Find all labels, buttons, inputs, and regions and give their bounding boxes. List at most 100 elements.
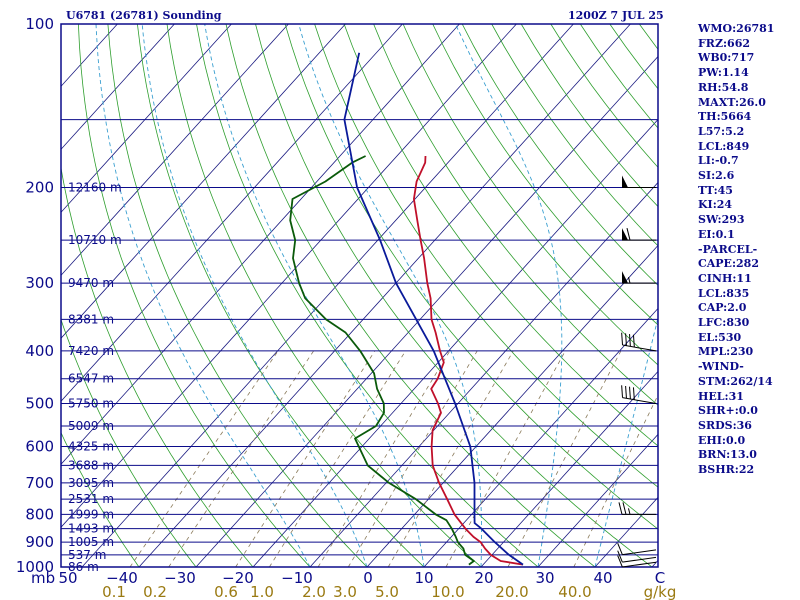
index-item: LI:-0.7 [698, 154, 739, 168]
pressure-unit-label: mb [31, 569, 55, 587]
mixing-ratio-line [235, 350, 376, 567]
index-item: SW:293 [698, 213, 745, 227]
mixing-ratio-line [168, 350, 314, 567]
isotherm-line [537, 433, 658, 567]
height-label: 86 m [68, 560, 99, 574]
height-label: 3688 m [68, 458, 114, 472]
isotherm-line [61, 24, 175, 150]
mixing-ratio-line [129, 350, 279, 567]
temperature-profile-line [412, 155, 524, 566]
pressure-tick-label: 100 [25, 15, 54, 33]
index-item: BSHR:22 [698, 463, 755, 477]
index-item: STM:262/14 [698, 374, 773, 388]
temperature-tick-label: 40 [593, 569, 612, 587]
background-grid [61, 24, 658, 567]
temperature-tick-label: 20 [474, 569, 493, 587]
temperature-tick-label: C [655, 569, 665, 587]
mixing-ratio-tick-label: 0.6 [214, 583, 238, 600]
index-item: SRDS:36 [698, 418, 752, 432]
pressure-tick-label: 800 [25, 505, 54, 523]
index-item: WMO:26781 [698, 22, 775, 35]
mixing-ratio-line [347, 350, 478, 567]
height-label: 6547 m [68, 372, 114, 386]
wind-barb [621, 332, 657, 352]
pressure-tick-label: 400 [25, 342, 54, 360]
index-item: PW:1.14 [698, 66, 749, 80]
wind-barb [622, 175, 656, 188]
pressure-tick-label: 500 [25, 395, 54, 413]
index-item: -PARCEL- [698, 242, 758, 256]
pressure-tick-label: 300 [25, 274, 54, 292]
temperature-tick-label: −20 [222, 569, 254, 587]
mixing-ratio-line [445, 350, 566, 567]
mixing-ratio-tick-label: 5.0 [375, 583, 399, 600]
height-label: 537 m [68, 548, 106, 562]
isotherm-line [61, 24, 232, 213]
height-label: 7420 m [68, 344, 114, 358]
stability-index-panel: WMO:26781 FRZ:662 WB0:717 PW:1.14 RH:54.8 MAX… [698, 22, 798, 478]
isotherm-line [61, 24, 346, 339]
index-item: MPL:230 [698, 345, 754, 359]
index-item: LCL:849 [698, 139, 750, 153]
valid-time: 1200Z 7 JUL 25 [568, 9, 664, 22]
wind-barb [622, 227, 656, 241]
height-label: 9470 m [68, 276, 114, 290]
mixing-ratio-tick-label: 1.0 [250, 583, 274, 600]
index-item: LCL:835 [698, 286, 750, 300]
plot-frame [60, 23, 659, 568]
height-label: 8381 m [68, 312, 114, 326]
profile-curves [289, 52, 524, 566]
temperature-tick-label: 10 [414, 569, 433, 587]
index-item: HEL:31 [698, 389, 744, 403]
mixing-ratio-line [269, 350, 406, 567]
index-item: CAP:2.0 [698, 301, 747, 315]
pressure-tick-label: 600 [25, 438, 54, 456]
mixing-ratio-tick-label: 10.0 [431, 583, 464, 600]
index-item: RH:54.8 [698, 80, 749, 94]
pressure-tick-label: 700 [25, 474, 54, 492]
isotherm-line [61, 24, 460, 465]
mixing-ratio-tick-label: 3.0 [333, 583, 357, 600]
mixing-ratio-tick-label: 0.2 [143, 583, 167, 600]
index-item: EL:530 [698, 330, 742, 344]
index-item: EHI:0.0 [698, 433, 746, 447]
height-label: 4325 m [68, 440, 114, 454]
height-label: 3095 m [68, 476, 114, 490]
mixing-ratio-line [573, 394, 658, 567]
pressure-tick-label: 1000 [16, 558, 54, 576]
wind-barb [617, 555, 657, 568]
isotherm-line [480, 370, 658, 567]
temperature-tick-label: −30 [164, 569, 196, 587]
height-label: 5009 m [68, 419, 114, 433]
isotherm-line [61, 24, 517, 528]
index-item: -WIND- [698, 360, 744, 374]
wind-barb [621, 385, 657, 405]
wind-barb [622, 271, 656, 284]
isotherm-line [423, 307, 658, 567]
index-item: FRZ:662 [698, 36, 751, 50]
index-item: BRN:13.0 [698, 448, 757, 462]
wind-barbs [617, 175, 657, 568]
isotherm-line [61, 24, 403, 402]
height-label: 1005 m [68, 535, 114, 549]
mixing-ratio-tick-label: 0.1 [102, 583, 126, 600]
temperature-tick-label: −40 [106, 569, 138, 587]
temperature-tick-label: −10 [281, 569, 313, 587]
mixing-ratio-tick-label: 20.0 [495, 583, 528, 600]
temperature-tick-label: 30 [535, 569, 554, 587]
station-title: U6781 (26781) Sounding [66, 9, 222, 22]
height-label: 1999 m [68, 507, 114, 521]
isotherm-line [81, 24, 574, 567]
temperature-tick-label: 50 [58, 569, 77, 587]
isotherm-line [366, 244, 658, 567]
mixing-ratio-line [507, 350, 622, 567]
index-item: LFC:830 [698, 316, 750, 330]
mixing-ratio-line [387, 350, 514, 567]
index-item: KI:24 [698, 198, 733, 212]
index-item: CAPE:282 [698, 257, 759, 271]
mixing-ratio-tick-label: g/kg [644, 583, 677, 600]
isotherm-line [252, 118, 658, 567]
height-label: 2531 m [68, 492, 114, 506]
index-item: CINH:11 [698, 271, 752, 285]
